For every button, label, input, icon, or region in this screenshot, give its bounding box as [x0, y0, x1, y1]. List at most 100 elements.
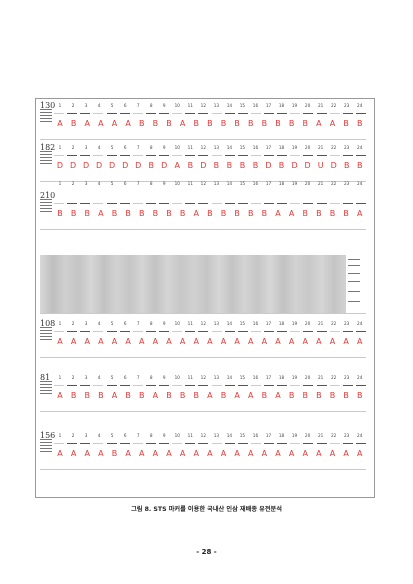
- size-ladder: [40, 439, 52, 454]
- lane-number: 21: [317, 433, 324, 438]
- allele-call: B: [152, 209, 159, 218]
- allele-call: A: [248, 391, 254, 400]
- allele-call: A: [193, 209, 199, 218]
- allele-call: B: [70, 209, 77, 218]
- band: [303, 385, 314, 386]
- lane-number: 7: [136, 145, 140, 150]
- band: [250, 385, 261, 386]
- allele-call: A: [220, 449, 227, 458]
- band: [119, 443, 130, 444]
- allele-call: A: [248, 449, 254, 458]
- allele-call: B: [226, 161, 233, 170]
- marker-panel: 210 1 2 3 4 5 6 7 8 9 10 11 12 13 14 15 16 17 18 19 20 21 22 23…: [40, 181, 366, 239]
- panel-divider: [40, 469, 366, 470]
- allele-call: D: [135, 161, 142, 170]
- band: [132, 155, 143, 156]
- allele-call: A: [125, 449, 131, 458]
- lane-number: 10: [174, 103, 180, 108]
- allele-call: B: [343, 119, 349, 128]
- band: [106, 155, 117, 156]
- band: [172, 155, 183, 156]
- allele-call: B: [316, 391, 322, 400]
- band: [54, 155, 64, 156]
- band: [342, 155, 353, 156]
- allele-call: A: [70, 449, 77, 458]
- gel-figure: 130 1 2 3 4 5 6 7 8 9 10 11 12 13 14 15 16 17 18 19 20 21 22 23…: [35, 98, 375, 498]
- lane-number: 24: [357, 433, 363, 438]
- band: [224, 203, 235, 204]
- marker-panel: 156 1 2 3 4 5 6 7 8 9 10 11 12 13 14 15 16 17 18 19 20 21 22 23…: [40, 431, 366, 479]
- band: [185, 443, 196, 444]
- size-ladder: [40, 327, 52, 342]
- lane-number: 1: [58, 181, 62, 186]
- band: [277, 443, 288, 444]
- allele-call: A: [261, 449, 268, 458]
- marker-label: 210: [40, 191, 56, 200]
- lane-number: 8: [149, 145, 153, 150]
- band: [303, 331, 314, 332]
- band: [277, 113, 288, 114]
- lane-number: 23: [344, 321, 350, 326]
- allele-call: A: [57, 119, 63, 128]
- lane-number: 6: [123, 375, 127, 380]
- lane-number: 19: [291, 433, 298, 438]
- lane-number: 3: [84, 181, 88, 186]
- band: [211, 385, 222, 386]
- allele-call: A: [193, 337, 199, 346]
- lane-number: 10: [174, 321, 180, 326]
- lane-number: 8: [149, 433, 153, 438]
- band: [159, 155, 169, 156]
- lane-number: 10: [174, 375, 180, 380]
- lane-number: 21: [317, 181, 324, 186]
- band: [67, 443, 78, 444]
- lane-number: 2: [71, 321, 75, 326]
- band: [185, 155, 196, 156]
- lane-number: 7: [136, 181, 140, 186]
- allele-call: A: [357, 337, 363, 346]
- band: [290, 385, 301, 386]
- lane-number: 9: [162, 433, 166, 438]
- lane-number: 6: [123, 433, 127, 438]
- band: [250, 203, 261, 204]
- band: [159, 203, 169, 204]
- lane-number: 6: [123, 321, 127, 326]
- band: [106, 443, 117, 444]
- allele-call: A: [152, 337, 159, 346]
- lane-number: 9: [162, 375, 166, 380]
- allele-call: A: [261, 337, 268, 346]
- band: [329, 203, 340, 204]
- lane-number: 23: [344, 433, 350, 438]
- band: [316, 331, 327, 332]
- band: [329, 113, 340, 114]
- band: [237, 155, 248, 156]
- band: [355, 203, 366, 204]
- band: [237, 203, 248, 204]
- panel-divider: [40, 313, 366, 314]
- lane-number: 16: [252, 181, 259, 186]
- lane-number: 13: [213, 181, 220, 186]
- allele-call: A: [57, 337, 63, 346]
- band: [172, 443, 183, 444]
- lane-number: 15: [239, 321, 246, 326]
- band-row: [54, 155, 366, 156]
- lane-number: 16: [252, 375, 259, 380]
- band: [198, 113, 209, 114]
- band: [159, 113, 169, 114]
- band: [106, 331, 117, 332]
- lane-number: 10: [174, 181, 180, 186]
- allele-call: D: [96, 161, 103, 170]
- band: [132, 203, 143, 204]
- allele-call: D: [82, 161, 90, 170]
- lane-number: 18: [278, 103, 285, 108]
- allele-call: B: [234, 209, 240, 218]
- allele-call: B: [278, 161, 285, 170]
- lane-number: 4: [97, 103, 101, 108]
- band: [145, 203, 156, 204]
- allele-call: B: [316, 209, 322, 218]
- band: [80, 155, 91, 156]
- allele-call: A: [357, 209, 363, 218]
- band: [185, 385, 196, 386]
- allele-call: B: [220, 209, 227, 218]
- band: [264, 331, 274, 332]
